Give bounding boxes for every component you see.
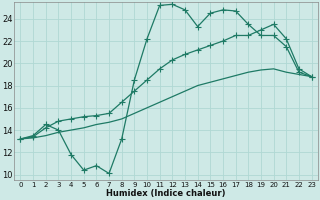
X-axis label: Humidex (Indice chaleur): Humidex (Indice chaleur) — [106, 189, 226, 198]
